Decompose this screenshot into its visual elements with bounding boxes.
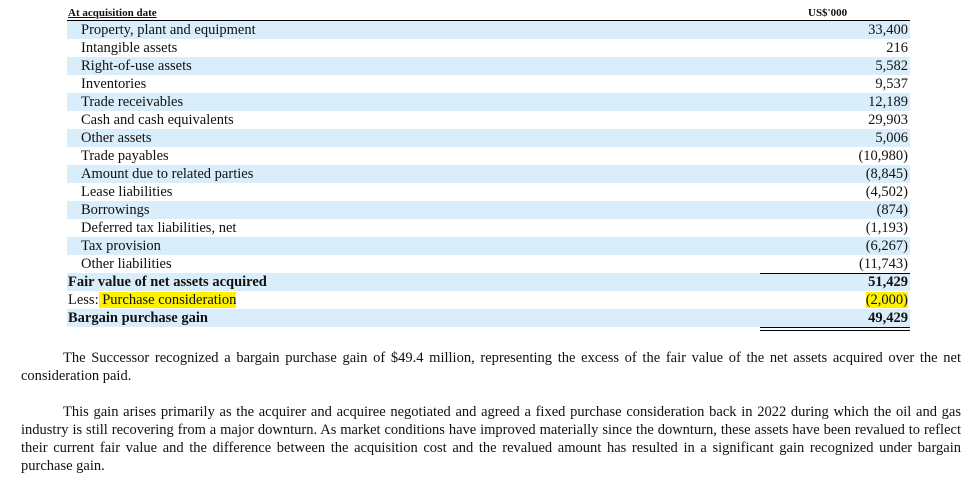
row-label: Intangible assets — [81, 40, 178, 56]
subtotal-rule — [760, 273, 910, 274]
table-row: Tax provision (6,267) — [67, 237, 910, 255]
row-label: Borrowings — [81, 202, 150, 218]
row-label: Inventories — [81, 76, 147, 92]
row-value: 5,582 — [875, 58, 908, 74]
paragraph-summary: The Successor recognized a bargain purch… — [21, 350, 961, 384]
row-value: (4,502) — [865, 184, 908, 200]
row-value: 9,537 — [875, 76, 908, 92]
less-prefix: Less: — [68, 292, 99, 308]
row-value: 12,189 — [868, 94, 908, 110]
row-value: 29,903 — [868, 112, 908, 128]
less-label: Less: Purchase consideration — [68, 291, 237, 309]
row-label: Lease liabilities — [81, 184, 173, 200]
row-label: Trade payables — [81, 148, 169, 164]
table-row: Other assets 5,006 — [67, 129, 910, 147]
table-row: Trade receivables 12,189 — [67, 93, 910, 111]
fair-value-amount: 51,429 — [868, 274, 908, 290]
row-value: (11,743) — [859, 256, 908, 272]
unit-label: US$'000 — [808, 7, 848, 19]
purchase-consideration-value: (2,000) — [865, 292, 908, 308]
fair-value-row: Fair value of net assets acquired 51,429 — [67, 273, 910, 291]
row-value: (6,267) — [865, 238, 908, 254]
table-row: Trade payables (10,980) — [67, 147, 910, 165]
row-label: Deferred tax liabilities, net — [81, 220, 237, 236]
row-label: Property, plant and equipment — [81, 22, 256, 38]
row-value: (8,845) — [865, 166, 908, 182]
purchase-consideration-highlight: Purchase consideration — [98, 292, 237, 308]
net-assets-table: At acquisition date US$'000 Property, pl… — [67, 6, 910, 331]
row-label: Amount due to related parties — [81, 166, 254, 182]
table-row: Right-of-use assets 5,582 — [67, 57, 910, 75]
table-row: Cash and cash equivalents 29,903 — [67, 111, 910, 129]
row-value: 33,400 — [868, 22, 908, 38]
row-value: 5,006 — [875, 130, 908, 146]
paragraph-explanation: This gain arises primarily as the acquir… — [21, 404, 961, 474]
row-label: Right-of-use assets — [81, 58, 192, 74]
purchase-consideration-amount: (2,000) — [758, 291, 908, 309]
purchase-consideration-row: Less: Purchase consideration (2,000) — [67, 291, 910, 310]
row-value: (874) — [876, 202, 908, 218]
total-rule — [760, 327, 910, 328]
bargain-gain-row: Bargain purchase gain 49,429 — [67, 309, 910, 331]
row-value: 216 — [886, 40, 908, 56]
table-row: Intangible assets 216 — [67, 39, 910, 57]
table-row: Inventories 9,537 — [67, 75, 910, 93]
table-row: Amount due to related parties (8,845) — [67, 165, 910, 183]
table-row: Deferred tax liabilities, net (1,193) — [67, 219, 910, 237]
table-row: Other liabilities (11,743) — [67, 255, 910, 273]
fair-value-label: Fair value of net assets acquired — [68, 274, 267, 290]
row-value: (1,193) — [865, 220, 908, 236]
row-label: Trade receivables — [81, 94, 184, 110]
bargain-gain-label: Bargain purchase gain — [68, 310, 208, 326]
row-label: Cash and cash equivalents — [81, 112, 234, 128]
total-double-rule — [760, 330, 910, 331]
row-value: (10,980) — [858, 148, 908, 164]
row-label: Other liabilities — [81, 256, 172, 272]
table-row: Property, plant and equipment 33,400 — [67, 21, 910, 39]
row-label: Other assets — [81, 130, 152, 146]
table-header: At acquisition date US$'000 — [67, 6, 910, 21]
table-row: Lease liabilities (4,502) — [67, 183, 910, 201]
header-label: At acquisition date — [68, 7, 157, 19]
row-label: Tax provision — [81, 238, 161, 254]
bargain-gain-amount: 49,429 — [868, 310, 908, 326]
table-row: Borrowings (874) — [67, 201, 910, 219]
